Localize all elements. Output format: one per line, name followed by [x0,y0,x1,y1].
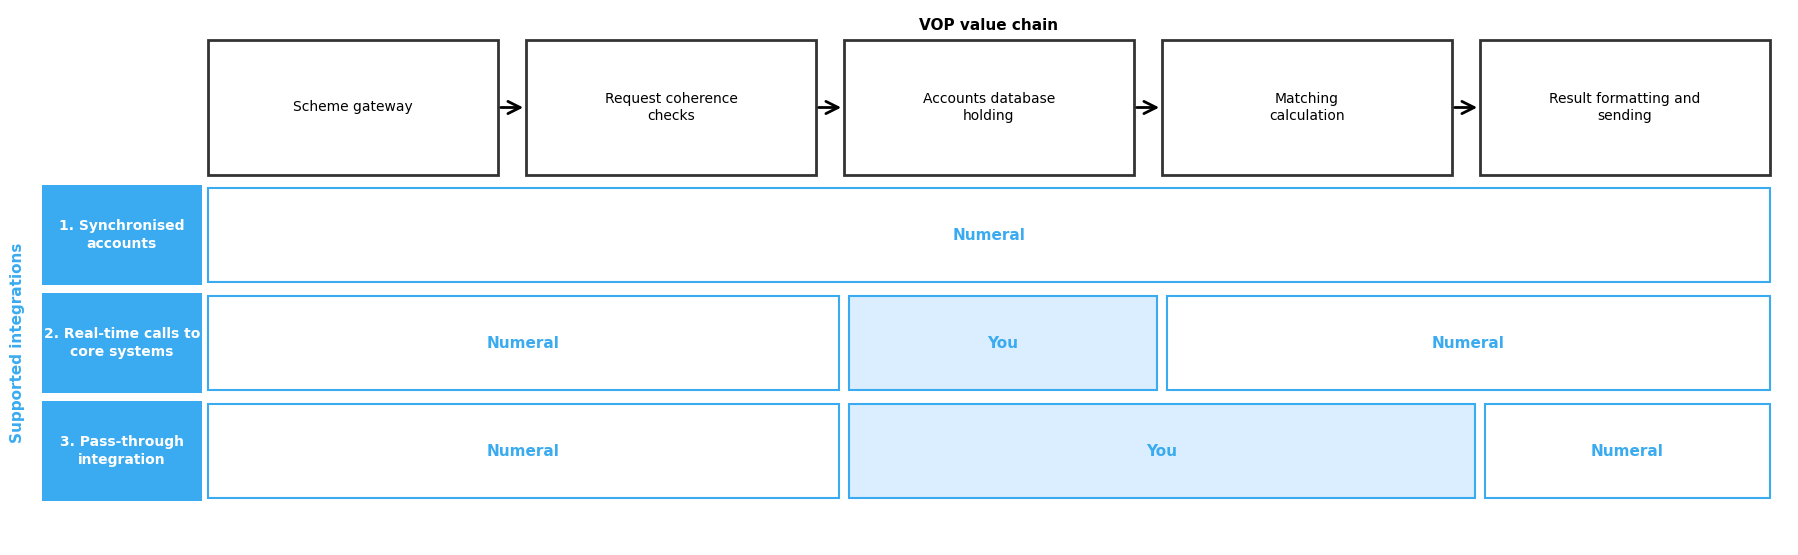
Text: You: You [1145,443,1178,458]
Text: 2. Real-time calls to
core systems: 2. Real-time calls to core systems [43,327,200,359]
Text: Numeral: Numeral [487,443,559,458]
Bar [843,40,1133,175]
Bar [1480,40,1769,175]
Text: Request coherence
checks: Request coherence checks [604,92,737,123]
Text: Numeral: Numeral [487,336,559,351]
Bar [209,404,838,498]
Bar [849,296,1156,390]
Text: You: You [987,336,1018,351]
Bar [41,401,201,501]
Bar [849,404,1474,498]
Bar [1483,404,1769,498]
Text: Scheme gateway: Scheme gateway [293,100,414,114]
Bar [209,40,498,175]
Bar [209,188,1769,282]
Text: Numeral: Numeral [1589,443,1663,458]
Text: Accounts database
holding: Accounts database holding [922,92,1055,123]
Text: Result formatting and
sending: Result formatting and sending [1548,92,1699,123]
Bar [525,40,816,175]
Text: Matching
calculation: Matching calculation [1268,92,1345,123]
Bar [41,293,201,393]
Text: VOP value chain: VOP value chain [919,18,1057,33]
Text: 1. Synchronised
accounts: 1. Synchronised accounts [59,219,185,251]
Bar [41,185,201,285]
Bar [209,296,838,390]
Text: Supported integrations: Supported integrations [11,243,25,443]
Bar [1167,296,1769,390]
Text: 3. Pass-through
integration: 3. Pass-through integration [59,435,183,467]
Text: Numeral: Numeral [1431,336,1505,351]
Bar [1162,40,1451,175]
Text: Numeral: Numeral [951,228,1025,243]
